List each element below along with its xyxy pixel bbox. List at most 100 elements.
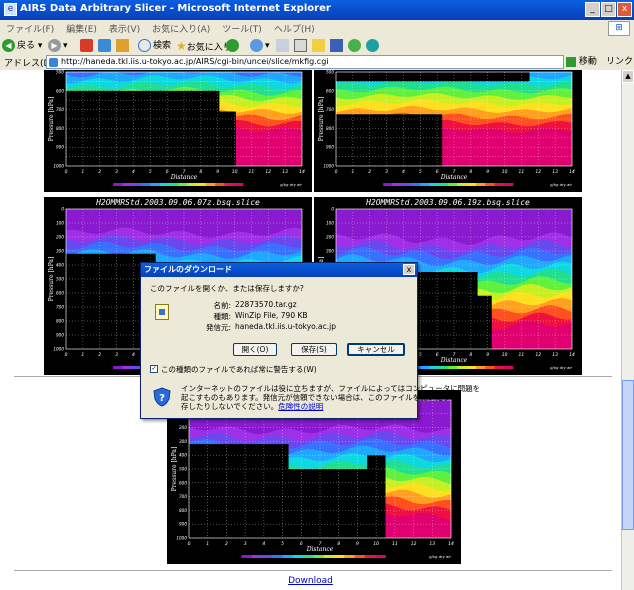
plot-canvas: 0123456789101112131401002003004005006007… [171, 398, 454, 560]
warning-line-1: インターネットのファイルは役に立ちますが、ファイルによってはコンピュータに問題を [181, 384, 481, 393]
page-icon [49, 58, 58, 67]
y-tick-label: 100 [56, 221, 64, 226]
menu-help[interactable]: ヘルプ(H) [273, 25, 315, 35]
save-button[interactable]: 保存(S) [291, 343, 337, 356]
y-tick-label: 1000 [53, 164, 64, 169]
forward-arrow-icon: ▶ [48, 39, 61, 52]
svg-text:?: ? [159, 393, 165, 404]
x-tick-label: 10 [502, 169, 508, 175]
url-field[interactable]: http://haneda.tkl.iis.u-tokyo.ac.jp/AIRS… [46, 55, 564, 69]
go-button[interactable]: 移動 [566, 55, 597, 70]
cancel-button[interactable]: キャンセル [347, 343, 405, 356]
type-label: 種類: [213, 312, 231, 321]
media-button[interactable] [226, 38, 241, 54]
x-tick-label: 14 [569, 352, 575, 358]
minimize-button[interactable]: _ [585, 2, 600, 17]
x-tick-label: 9 [486, 352, 489, 358]
x-tick-label: 2 [225, 541, 228, 547]
download-link[interactable]: Download [288, 576, 333, 586]
x-tick-label: 13 [552, 352, 558, 358]
y-tick-label: 200 [56, 235, 64, 240]
messenger-button[interactable] [348, 38, 363, 54]
security-shield-icon: ? [153, 387, 171, 407]
y-tick-label: 200 [326, 235, 334, 240]
always-warn-checkbox[interactable]: ✓ [150, 365, 158, 373]
back-button[interactable]: ◀ 戻る ▾ [2, 38, 42, 54]
y-tick-label: 700 [56, 305, 64, 310]
window-title-bar[interactable]: e AIRS Data Arbitrary Slicer - Microsoft… [0, 0, 634, 20]
go-arrow-icon [566, 56, 576, 67]
x-tick-label: 1 [206, 541, 209, 547]
favorites-button[interactable]: ★お気に入り [176, 39, 232, 53]
plot-canvas: 0 1 2 3 4 5 6 7 8 9 10 11 12 13 145006007008009001000P… [318, 70, 575, 187]
x-tick-label: 4 [402, 169, 405, 175]
plot-4-title: H2OMMRStd.2003.09.06.19z.bsq.slice [366, 198, 530, 207]
forward-button[interactable]: ▶ ▾ [48, 38, 68, 54]
menu-bar: ファイル(F) 編集(E) 表示(V) お気に入り(A) ツール(T) ヘルプ(H) ⊞ [0, 20, 634, 38]
x-tick-label: 12 [535, 169, 541, 175]
windows-logo-icon: ⊞ [608, 21, 630, 36]
x-tick-label: 9 [216, 169, 219, 175]
x-tick-label: 2 [98, 352, 101, 358]
x-tick-label: 7 [183, 169, 186, 175]
x-tick-label: 11 [249, 169, 255, 175]
y-tick-label: 900 [56, 333, 64, 338]
address-label: アドレス(D) [4, 59, 54, 69]
x-tick-label: 14 [569, 169, 575, 175]
back-arrow-icon: ◀ [2, 39, 15, 52]
x-tick-label: 5 [281, 541, 284, 547]
colorbar-caption: g/kg dry air [550, 182, 572, 187]
print-button[interactable] [294, 38, 307, 54]
x-tick-label: 0 [188, 541, 191, 547]
name-value: 22873570.tar.gz [235, 300, 297, 309]
x-tick-label: 11 [392, 541, 398, 547]
x-tick-label: 12 [265, 169, 271, 175]
home-button[interactable] [116, 38, 129, 54]
y-tick-label: 1000 [176, 536, 187, 541]
menu-edit[interactable]: 編集(E) [66, 25, 97, 35]
edit-button[interactable] [312, 38, 325, 54]
search-button[interactable]: 検索 [138, 38, 171, 54]
scroll-thumb[interactable] [622, 380, 634, 530]
x-tick-label: 8 [469, 169, 472, 175]
messenger-icon [348, 39, 361, 52]
plot-canvas: 0 1 2 3 4 5 6 7 8 9 10 11 12 13 145006007008009001000P… [48, 70, 305, 187]
menu-favorites[interactable]: お気に入り(A) [152, 25, 211, 35]
close-window-button[interactable]: x [617, 2, 632, 17]
discuss-button[interactable] [330, 38, 343, 54]
x-tick-label: 13 [552, 169, 558, 175]
research-button[interactable] [366, 38, 381, 54]
toolbar: ◀ 戻る ▾ ▶ ▾ 検索 ★お気に入り ▾ [0, 37, 634, 56]
refresh-icon [98, 39, 111, 52]
x-tick-label: 7 [453, 169, 456, 175]
warning-line-2: 起こすものもあります。発信元が信頼できない場合は、このファイルを開いたり保 [181, 393, 458, 402]
mail-button[interactable] [276, 38, 289, 54]
menu-view[interactable]: 表示(V) [108, 25, 141, 35]
risk-explanation-link[interactable]: 危険性の説明 [278, 402, 324, 411]
slice-plot-2: 0 1 2 3 4 5 6 7 8 9 10 11 12 13 14 500 600 700 800 900 1000 P… [314, 70, 582, 192]
star-icon: ★ [176, 39, 187, 53]
vertical-scrollbar[interactable]: ▲ [621, 70, 634, 590]
menu-file[interactable]: ファイル(F) [6, 25, 55, 35]
maximize-button[interactable]: □ [601, 2, 616, 17]
history-button[interactable]: ▾ [250, 38, 270, 54]
x-tick-label: 11 [519, 352, 525, 358]
x-tick-label: 8 [199, 169, 202, 175]
print-icon [294, 39, 307, 52]
x-tick-label: 5 [419, 352, 422, 358]
y-tick-label: 1000 [323, 164, 334, 169]
y-tick-label: 0 [331, 207, 334, 212]
refresh-button[interactable] [98, 38, 111, 54]
stop-button[interactable] [80, 38, 93, 54]
menu-tools[interactable]: ツール(T) [222, 25, 262, 35]
x-tick-label: 5 [149, 169, 152, 175]
y-tick-label: 500 [56, 70, 64, 75]
scroll-up-arrow-icon[interactable]: ▲ [622, 70, 634, 83]
checkbox-label[interactable]: この種類のファイルであれば常に警告する(W) [161, 365, 317, 374]
open-button[interactable]: 開く(O) [233, 343, 277, 356]
y-tick-label: 700 [179, 494, 187, 499]
dialog-close-button[interactable]: x [403, 264, 415, 275]
x-tick-label: 14 [448, 541, 454, 547]
y-axis-label: Pressure [hPa] [171, 447, 178, 492]
plot-3-title: H2OMMRStd.2003.09.06.07z.bsq.slice [96, 198, 260, 207]
